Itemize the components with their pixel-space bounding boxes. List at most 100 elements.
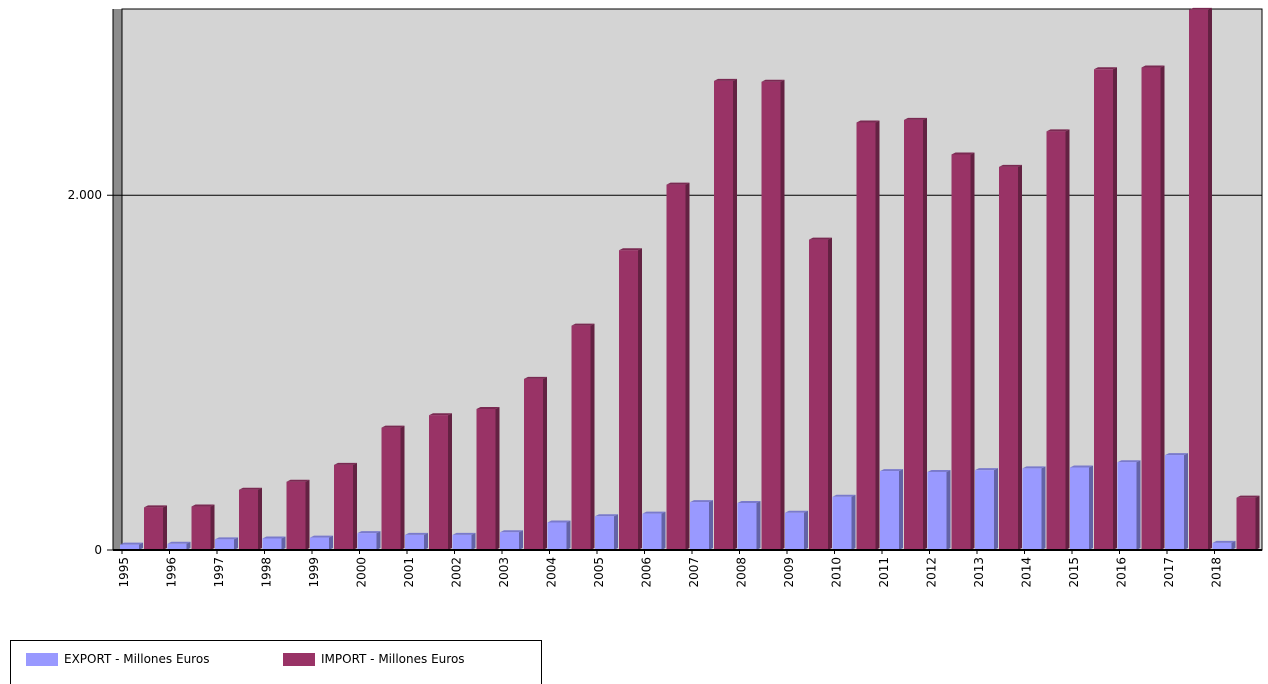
bar-export-2007	[690, 500, 713, 550]
x-tick-label: 2017	[1162, 557, 1176, 588]
bar-top	[904, 117, 927, 120]
bar-top	[761, 79, 785, 82]
x-tick-label: 1999	[307, 557, 321, 588]
bar-front	[262, 538, 282, 550]
bar-top	[619, 248, 642, 251]
bar-side	[519, 530, 523, 550]
bar-side	[305, 479, 310, 550]
bar-top	[809, 237, 832, 240]
bar-front	[500, 532, 519, 550]
bar-front	[856, 122, 876, 551]
bar-side	[1208, 7, 1212, 550]
bar-side	[329, 535, 333, 550]
x-tick-label: 2004	[545, 557, 559, 588]
bar-front	[1236, 497, 1256, 550]
bar-top	[405, 532, 428, 535]
bar-side	[495, 406, 500, 550]
bar-export-2008	[737, 500, 761, 550]
bar-front	[927, 471, 947, 550]
bar-side	[875, 120, 880, 551]
x-tick-label: 2010	[830, 557, 844, 588]
bar-top	[1236, 495, 1260, 498]
bar-side	[638, 248, 642, 550]
bar-top	[927, 469, 951, 472]
bar-front	[144, 507, 163, 550]
bar-front	[120, 544, 139, 550]
chart-left-wall	[113, 9, 122, 550]
bar-front	[832, 496, 852, 550]
x-tick-label: 2003	[497, 557, 511, 588]
bar-side	[543, 376, 547, 550]
bar-front	[1022, 468, 1042, 550]
x-tick-label: 2005	[592, 557, 606, 588]
bar-top	[571, 323, 595, 326]
x-tick-label: 2008	[735, 557, 749, 588]
bar-export-2012	[927, 469, 951, 550]
bar-top	[191, 504, 215, 507]
bar-import-2013	[999, 164, 1022, 550]
bar-export-1998	[262, 536, 286, 550]
bar-import-2004	[571, 323, 595, 550]
bar-top	[286, 479, 310, 482]
bar-export-1995	[120, 542, 143, 550]
y-tick-label: 2.000	[68, 188, 102, 202]
bar-import-2007	[714, 78, 737, 550]
bar-side	[685, 182, 690, 550]
bar-front	[595, 516, 614, 550]
bar-export-2016	[1117, 460, 1141, 550]
bar-side	[471, 532, 476, 550]
bar-export-2018	[1212, 540, 1236, 550]
bar-side	[970, 152, 975, 551]
bar-top	[239, 487, 262, 490]
bar-front	[1070, 467, 1089, 550]
bar-export-2005	[595, 514, 618, 550]
bar-top	[690, 500, 713, 503]
bar-front	[476, 408, 496, 550]
bar-side	[590, 323, 595, 550]
bar-top	[1070, 465, 1093, 468]
bar-front	[761, 81, 781, 551]
bar-front	[310, 537, 329, 550]
bar-import-1998	[286, 479, 310, 550]
bar-chart: 0 2.000 1995 1996 1997 1998 1999 2000 2001 2002 2…	[68, 7, 1263, 588]
bar-side	[804, 510, 808, 550]
bar-export-2004	[547, 520, 571, 550]
bar-front	[642, 513, 662, 550]
bar-front	[951, 154, 971, 551]
bar-side	[1136, 460, 1141, 550]
bar-export-2017	[1165, 453, 1188, 550]
bar-front	[666, 184, 686, 550]
bar-top	[262, 536, 286, 539]
bar-export-2006	[642, 511, 666, 550]
x-tick-label: 2007	[687, 557, 701, 588]
bar-side	[353, 462, 357, 550]
bar-export-2011	[880, 469, 903, 550]
bar-side	[851, 494, 856, 550]
bar-side	[234, 537, 238, 550]
bar-export-2015	[1070, 465, 1093, 550]
bar-front	[524, 378, 543, 550]
bar-front	[334, 464, 353, 550]
x-tick-label: 2014	[1020, 557, 1034, 588]
bar-front	[215, 539, 234, 550]
x-tick-label: 1998	[260, 557, 274, 588]
bar-top	[1094, 67, 1117, 70]
bar-import-2011	[904, 117, 927, 550]
bar-side	[376, 531, 381, 550]
bar-side	[614, 514, 618, 550]
bar-front	[547, 522, 567, 550]
bar-top	[1189, 7, 1212, 10]
x-tick-label: 1996	[165, 557, 179, 588]
bar-export-2013	[975, 468, 998, 550]
bar-front	[357, 533, 377, 550]
x-tick-label: 2012	[925, 557, 939, 588]
bar-export-1999	[310, 535, 333, 550]
bar-import-2002	[476, 406, 500, 550]
bar-side	[994, 468, 998, 550]
bar-import-1996	[191, 504, 215, 550]
legend-label-import: IMPORT - Millones Euros	[321, 652, 465, 666]
bar-top	[714, 78, 737, 81]
bar-side	[139, 542, 143, 550]
bar-top	[785, 510, 808, 513]
bar-front	[405, 534, 424, 550]
